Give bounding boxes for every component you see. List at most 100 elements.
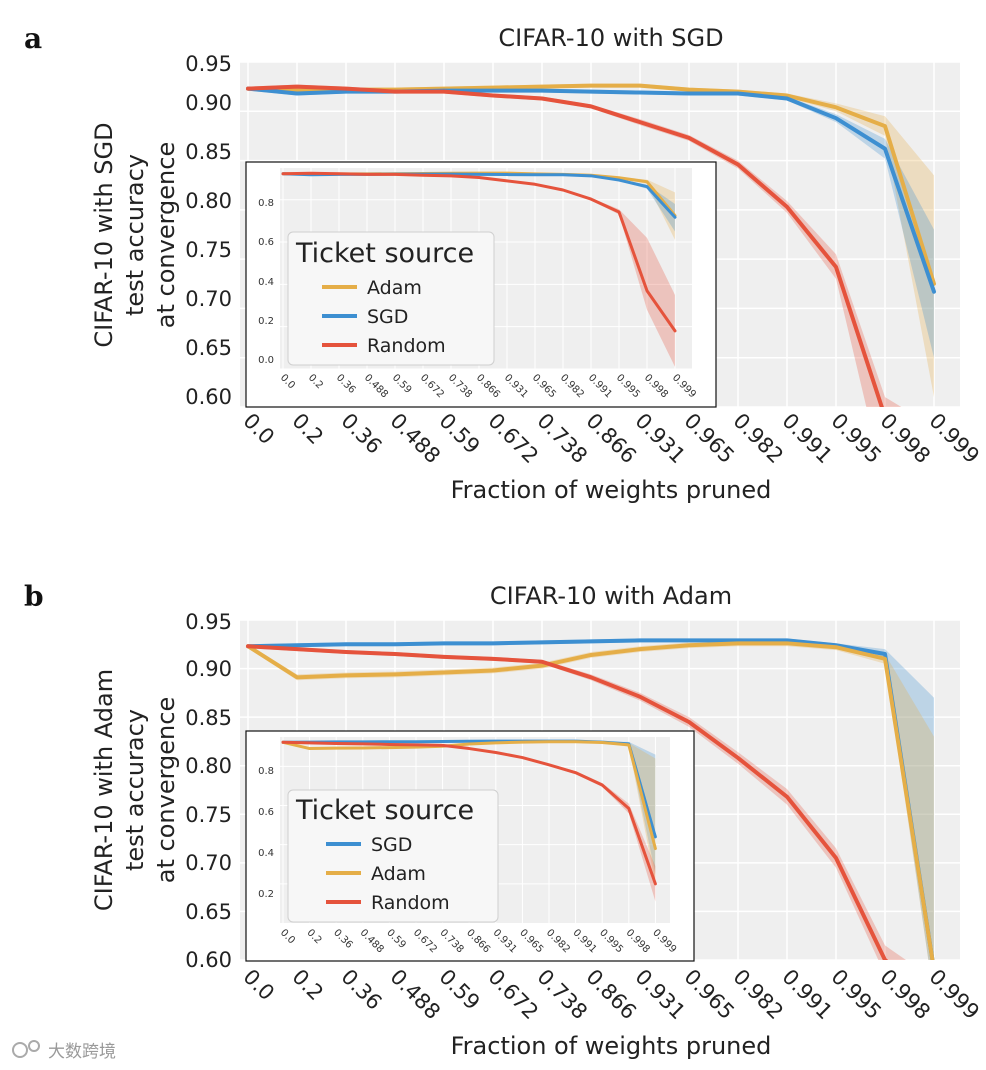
- watermark: 大数跨境: [12, 1040, 116, 1062]
- x-tick-label: 0.998: [875, 965, 934, 1024]
- panel-label-b: b: [24, 580, 44, 613]
- y-tick-label: 0.75: [185, 238, 232, 262]
- y-tick-label: 0.95: [185, 610, 232, 634]
- series-line-adam: [246, 641, 935, 960]
- x-axis-label-a: Fraction of weights pruned: [451, 476, 772, 504]
- y-tick-label: 0.80: [185, 189, 232, 213]
- legend-a: Ticket source Adam SGD Random: [287, 231, 495, 366]
- inset-y-tick-label: 0.8: [258, 766, 274, 777]
- y-ticks-a: 0.60 0.65 0.70 0.75 0.80 0.85 0.90 0.95: [185, 52, 232, 409]
- series-line-random: [246, 644, 889, 960]
- inset-y-ticks-a: 0.0 0.2 0.4 0.6 0.8: [258, 198, 274, 366]
- x-tick-label: 0.991: [777, 965, 836, 1024]
- legend-box-a: [287, 231, 495, 366]
- x-tick-label: 0.36: [336, 965, 386, 1015]
- inset-y-ticks-b: 0.2 0.4 0.6 0.8: [258, 766, 274, 900]
- y-tick-label: 0.65: [185, 336, 232, 360]
- x-tick-label: 0.982: [728, 965, 787, 1024]
- lines-b: [246, 638, 935, 960]
- legend-title-a: Ticket source: [295, 238, 474, 269]
- x-tick-label: 0.931: [630, 965, 689, 1024]
- series-line-random: [281, 740, 657, 886]
- inset-lines-b: [281, 739, 657, 886]
- inset-lines-a: [281, 171, 677, 333]
- x-tick-label: 0.0: [238, 409, 279, 450]
- band-adam: [248, 83, 934, 398]
- x-tick-label: 0.672: [483, 409, 542, 468]
- watermark-logo-icon: [12, 1042, 28, 1058]
- x-tick-label: 0.965: [679, 409, 738, 468]
- x-tick-label: 0.36: [336, 409, 386, 459]
- legend-box-b: [287, 789, 499, 923]
- lines-a: [246, 83, 936, 407]
- legend-b: Ticket source SGD Adam Random: [287, 789, 499, 923]
- y-axis-label-line: at convergence: [152, 697, 180, 883]
- y-tick-label: 0.60: [185, 948, 232, 972]
- inset-y-tick-label: 0.6: [258, 807, 274, 818]
- inset-y-tick-label: 0.8: [258, 198, 274, 209]
- x-ticks-b: 0.0 0.2 0.360.4880.590.6720.7380.8660.9310…: [238, 965, 983, 1024]
- y-axis-label-b: CIFAR-10 with Adam test accuracy at conv…: [90, 669, 180, 911]
- legend-entry-random: Random: [367, 335, 446, 357]
- legend-entry-random: Random: [371, 892, 450, 914]
- inset-y-tick-label: 0.2: [258, 889, 274, 900]
- y-tick-label: 0.65: [185, 900, 232, 924]
- x-tick-label: 0.488: [385, 409, 444, 468]
- legend-entry-sgd: SGD: [367, 306, 408, 328]
- legend-entry-sgd: SGD: [371, 834, 412, 856]
- series-line-sgd: [246, 638, 935, 960]
- x-tick-label: 0.488: [385, 965, 444, 1024]
- x-tick-label: 0.999: [924, 409, 983, 468]
- inset-y-tick-label: 0.2: [258, 316, 274, 327]
- y-axis-label-line: test accuracy: [121, 154, 149, 316]
- series-line-adam: [281, 740, 657, 851]
- x-ticks-a: 0.0 0.2 0.360.4880.590.6720.7380.8660.9310…: [238, 409, 983, 468]
- y-tick-label: 0.90: [185, 657, 232, 681]
- y-tick-label: 0.80: [185, 754, 232, 778]
- x-tick-label: 0.0: [238, 965, 279, 1006]
- y-tick-label: 0.70: [185, 287, 232, 311]
- watermark-text: 大数跨境: [48, 1042, 116, 1062]
- y-axis-label-line: test accuracy: [121, 709, 149, 871]
- x-axis-label-b: Fraction of weights pruned: [451, 1032, 772, 1060]
- y-tick-label: 0.85: [185, 140, 232, 164]
- x-tick-label: 0.931: [630, 409, 689, 468]
- watermark-logo-icon: [28, 1040, 40, 1052]
- x-tick-label: 0.995: [826, 965, 885, 1024]
- x-tick-label: 0.2: [287, 965, 328, 1006]
- x-tick-label: 0.999: [924, 965, 983, 1024]
- y-axis-label-a: CIFAR-10 with SGD test accuracy at conve…: [90, 122, 180, 347]
- y-axis-label-line: CIFAR-10 with SGD: [90, 122, 118, 347]
- y-tick-label: 0.90: [185, 91, 232, 115]
- inset-y-tick-label: 0.0: [258, 355, 274, 366]
- y-tick-label: 0.95: [185, 52, 232, 76]
- y-tick-label: 0.75: [185, 803, 232, 827]
- legend-entry-adam: Adam: [371, 863, 426, 885]
- x-tick-label: 0.866: [581, 409, 640, 468]
- x-tick-label: 0.998: [875, 409, 934, 468]
- y-tick-label: 0.60: [185, 385, 232, 409]
- legend-title-b: Ticket source: [295, 795, 474, 826]
- panel-label-a: a: [24, 22, 42, 55]
- inset-y-tick-label: 0.4: [258, 277, 274, 288]
- legend-entry-adam: Adam: [367, 277, 422, 299]
- x-tick-label: 0.866: [581, 965, 640, 1024]
- y-tick-label: 0.70: [185, 851, 232, 875]
- chart-title-b: CIFAR-10 with Adam: [490, 582, 732, 610]
- series-line-random: [246, 84, 884, 407]
- panel-a: a CIFAR-10 with SGD 0.60 0.65 0.70 0.75 …: [24, 22, 984, 504]
- x-tick-label: 0.738: [532, 965, 591, 1024]
- inset-y-tick-label: 0.4: [258, 848, 274, 859]
- x-tick-label: 0.738: [532, 409, 591, 468]
- series-line-random: [281, 171, 677, 333]
- y-axis-label-line: CIFAR-10 with Adam: [90, 669, 118, 911]
- chart-title-a: CIFAR-10 with SGD: [498, 24, 723, 52]
- x-tick-label: 0.991: [777, 409, 836, 468]
- x-tick-label: 0.995: [826, 409, 885, 468]
- y-ticks-b: 0.60 0.65 0.70 0.75 0.80 0.85 0.90 0.95: [185, 610, 232, 972]
- y-tick-label: 0.85: [185, 706, 232, 730]
- x-tick-label: 0.982: [728, 409, 787, 468]
- y-axis-label-line: at convergence: [152, 142, 180, 328]
